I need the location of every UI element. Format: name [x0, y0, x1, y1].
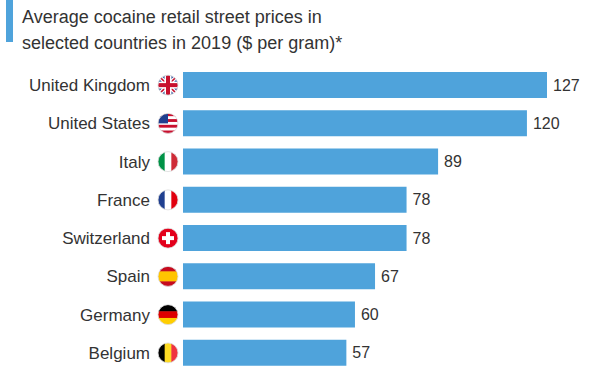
svg-text:57: 57: [352, 344, 370, 361]
svg-text:United States: United States: [48, 114, 150, 133]
svg-text:78: 78: [413, 191, 431, 208]
svg-text:Belgium: Belgium: [89, 344, 150, 363]
svg-text:67: 67: [381, 268, 399, 285]
svg-text:United Kingdom: United Kingdom: [29, 76, 150, 95]
svg-text:78: 78: [413, 230, 431, 247]
svg-text:Germany: Germany: [80, 306, 150, 325]
svg-text:France: France: [97, 191, 150, 210]
svg-text:Italy: Italy: [119, 153, 151, 172]
svg-text:120: 120: [533, 115, 560, 132]
svg-text:127: 127: [553, 77, 580, 94]
svg-text:Switzerland: Switzerland: [62, 229, 150, 248]
svg-text:60: 60: [361, 306, 379, 323]
html-text:Average cocaine retail street: Average cocaine retail street prices in …: [22, 7, 343, 53]
svg-text:89: 89: [444, 153, 462, 170]
svg-text:Spain: Spain: [107, 267, 150, 286]
